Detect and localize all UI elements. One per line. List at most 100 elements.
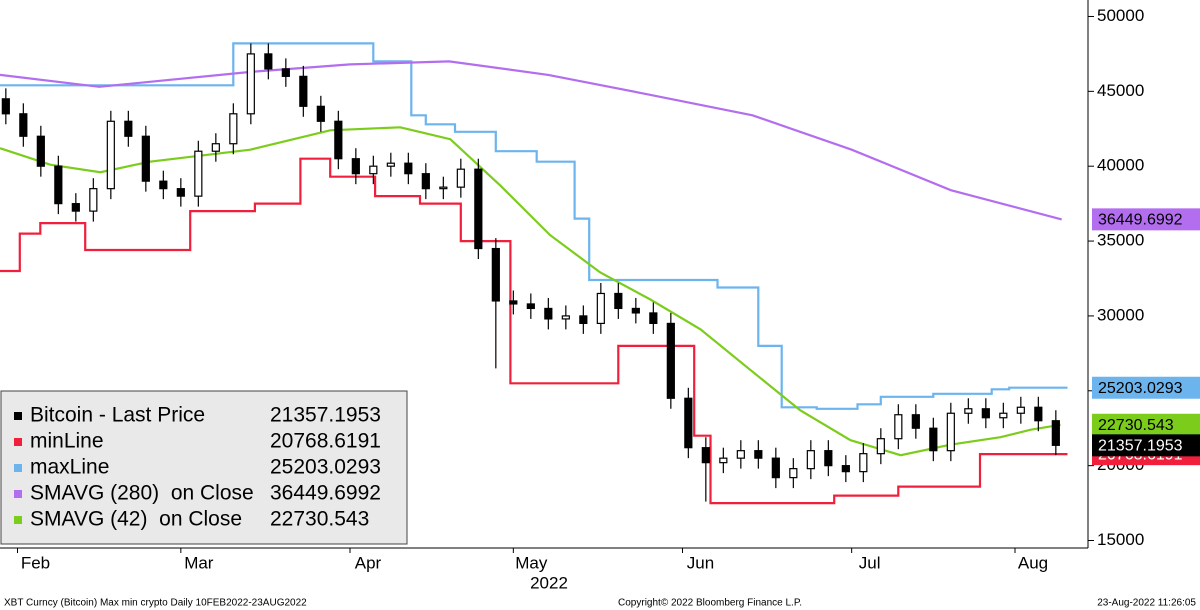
candle-body — [876, 438, 885, 455]
y-tick-label: 30000 — [1097, 305, 1144, 324]
value-tag — [1092, 434, 1200, 457]
candle-body — [404, 162, 413, 175]
x-tick-label: Jul — [859, 553, 881, 572]
candle-body — [1016, 406, 1025, 414]
candle-body — [491, 247, 500, 302]
legend-swatch — [14, 438, 22, 446]
legend-box — [0, 390, 408, 545]
legend-value: 21357.1953 — [270, 404, 381, 427]
legend-value: 20768.6191 — [270, 430, 381, 453]
x-tick-label: Feb — [21, 553, 50, 572]
candle-body — [719, 457, 728, 464]
candle-body — [561, 315, 570, 320]
plot-area — [0, 42, 1068, 505]
legend-swatch — [14, 412, 22, 420]
candle-body — [754, 450, 763, 459]
legend-swatch — [14, 490, 22, 498]
candle-body — [386, 162, 395, 167]
candle-body — [229, 113, 238, 145]
value-tag-label: 22730.543 — [1098, 417, 1174, 434]
x-tick-label: Mar — [184, 553, 214, 572]
candle-body — [666, 322, 675, 399]
candle-body — [841, 465, 850, 473]
y-tick-label: 35000 — [1097, 231, 1144, 250]
candle-body — [246, 53, 255, 115]
candle-body — [981, 408, 990, 419]
candle-body — [526, 303, 535, 310]
candle-body — [999, 412, 1008, 419]
candle-body — [439, 186, 448, 190]
value-tag-label: 21357.1953 — [1098, 438, 1183, 455]
legend-label: maxLine — [30, 456, 109, 479]
candle-body — [194, 150, 203, 197]
candle-body — [474, 168, 483, 250]
candle-body — [159, 180, 168, 190]
candle-body — [264, 53, 273, 70]
footer-right: 23-Aug-2022 11:26:05 — [1097, 598, 1196, 609]
x-year-label: 2022 — [530, 573, 568, 592]
candle-body — [789, 468, 798, 479]
legend-swatch — [14, 516, 22, 524]
candle-body — [89, 188, 98, 212]
candle-body — [299, 75, 308, 107]
candle-body — [281, 68, 290, 77]
footer-center: Copyright© 2022 Bloomberg Finance L.P. — [618, 598, 802, 609]
candle-body — [141, 135, 150, 182]
candle-body — [649, 312, 658, 325]
candle-body — [54, 165, 63, 205]
candle-body — [421, 173, 430, 190]
candle-body — [334, 120, 343, 160]
x-tick-label: Jun — [687, 553, 714, 572]
y-tick-label: 40000 — [1097, 156, 1144, 175]
series-line — [0, 42, 1068, 410]
legend-swatch — [14, 464, 22, 472]
value-tag-label: 25203.0293 — [1098, 380, 1183, 397]
legend-label: SMAVG (42) on Close — [30, 508, 242, 531]
candle-body — [509, 300, 518, 305]
value-tag — [1092, 208, 1200, 231]
y-tick-label: 50000 — [1097, 6, 1144, 25]
legend-value: 25203.0293 — [270, 456, 381, 479]
candle-body — [351, 158, 360, 175]
candle-body — [806, 450, 815, 470]
legend: Bitcoin - Last Price 21357.1953 minLine 207… — [0, 390, 408, 545]
candle-body — [369, 165, 378, 175]
candle-body — [596, 292, 605, 325]
value-tag — [1092, 413, 1200, 436]
y-tick-label: 15000 — [1097, 530, 1144, 549]
candle-body — [911, 414, 920, 429]
legend-label: Bitcoin - Last Price — [30, 404, 205, 427]
candle-body — [19, 113, 28, 137]
candle-body — [701, 447, 710, 464]
candle-body — [824, 450, 833, 467]
x-tick-label: Apr — [355, 553, 382, 572]
legend-label: minLine — [30, 430, 104, 453]
legend-value: 36449.6992 — [270, 482, 381, 505]
candle-body — [456, 168, 465, 188]
value-tag-label: 36449.6992 — [1098, 212, 1183, 229]
candle-body — [106, 120, 115, 190]
candle-body — [859, 453, 868, 473]
x-tick-label: May — [515, 553, 548, 572]
candle-body — [124, 120, 133, 137]
candle-body — [894, 414, 903, 440]
legend-label: SMAVG (280) on Close — [30, 482, 254, 505]
candle-body — [771, 457, 780, 479]
candle-body — [36, 135, 45, 167]
candle-body — [579, 315, 588, 325]
candle-body — [1, 98, 10, 115]
x-tick-label: Aug — [1018, 553, 1048, 572]
candle-body — [316, 105, 325, 122]
value-tag — [1092, 376, 1200, 399]
series-line — [0, 157, 1068, 505]
candle-body — [929, 427, 938, 452]
legend-value: 22730.543 — [270, 508, 369, 531]
candle-body — [211, 143, 220, 152]
candle-body — [1051, 420, 1060, 446]
candle-body — [736, 450, 745, 459]
candle-body — [614, 292, 623, 310]
candle-body — [71, 203, 80, 212]
candle-body — [684, 397, 693, 449]
candle-body — [1034, 406, 1043, 422]
